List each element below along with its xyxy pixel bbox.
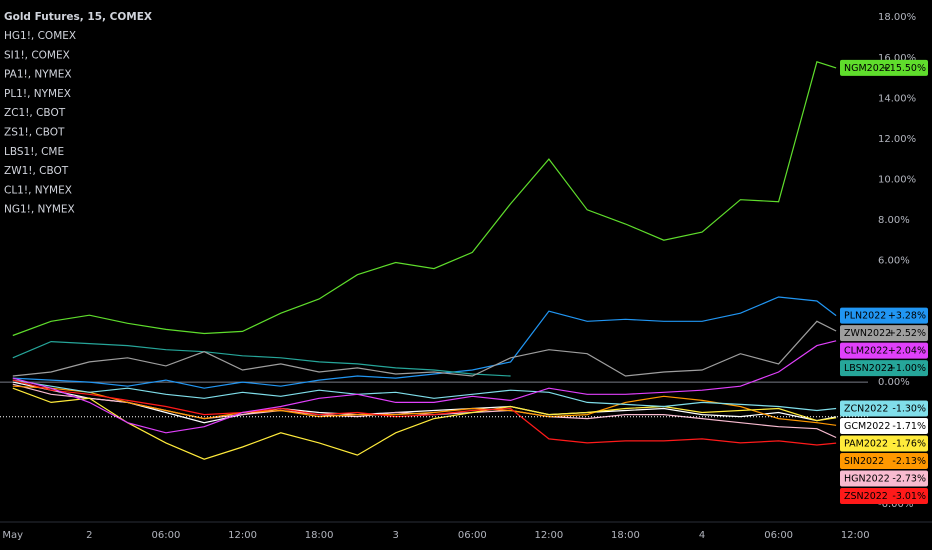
end-tag [840, 417, 928, 434]
end-tag-value: -2.73% [892, 473, 926, 484]
end-tag-name: ZCN2022 [844, 403, 888, 414]
y-tick-label: 10.00% [878, 174, 916, 185]
end-tag [840, 325, 928, 342]
legend-entry: HG1!, COMEX [4, 30, 76, 42]
x-tick-label: 06:00 [152, 530, 181, 541]
series-line [12, 381, 837, 424]
chart-title: Gold Futures, 15, COMEX [4, 11, 152, 23]
y-tick-label: 18.00% [878, 12, 916, 23]
series-line [12, 385, 837, 426]
end-tag-value: +3.28% [888, 311, 926, 322]
legend-entry: NG1!, NYMEX [4, 204, 75, 216]
x-tick-label: May [2, 530, 23, 541]
end-tag [840, 435, 928, 452]
x-tick-label: 12:00 [228, 530, 257, 541]
end-tag [840, 360, 928, 377]
legend-entry: ZC1!, CBOT [4, 107, 66, 119]
end-tag-name: PLN2022 [844, 311, 886, 322]
y-tick-label: -6.00% [878, 499, 913, 510]
legend-entry: ZW1!, CBOT [4, 165, 69, 177]
end-tag-name: HGN2022 [844, 473, 890, 484]
end-tag-name: PAM2022 [844, 438, 888, 449]
end-tag [840, 487, 928, 504]
legend-entry: ZS1!, CBOT [4, 127, 65, 139]
y-tick-label: 8.00% [878, 215, 910, 226]
series-line [12, 387, 837, 460]
end-tag [840, 470, 928, 487]
legend-entry: PL1!, NYMEX [4, 88, 71, 100]
x-tick-label: 06:00 [764, 530, 793, 541]
series-line [12, 296, 837, 389]
series-line [13, 342, 836, 376]
series-line [12, 61, 837, 337]
series-line [12, 379, 837, 412]
end-tag [840, 307, 928, 324]
legend-entry: CL1!, NYMEX [4, 184, 72, 196]
legend-entry: SI1!, COMEX [4, 49, 70, 61]
x-tick-label: 18:00 [305, 530, 334, 541]
y-tick-label: 6.00% [878, 255, 910, 266]
end-tag [840, 342, 928, 359]
end-tag-name: ZWN2022 [844, 328, 891, 339]
end-tag-name: SIN2022 [844, 456, 884, 467]
series-line [12, 340, 837, 434]
end-tag [840, 452, 928, 469]
legend-entry: LBS1!, CME [4, 146, 64, 158]
y-tick-label: 12.00% [878, 134, 916, 145]
end-tag-name: NGM2022 [844, 63, 891, 74]
end-tag [840, 400, 928, 417]
x-tick-label: 18:00 [611, 530, 640, 541]
end-tag-value: +2.04% [888, 346, 926, 357]
x-tick-label: 06:00 [458, 530, 487, 541]
end-tag-value: -2.13% [892, 456, 926, 467]
end-tag-name: GCM2022 [844, 421, 890, 432]
end-tag-name: LBSN2022 [844, 363, 893, 374]
end-tag-value: -1.71% [892, 421, 926, 432]
end-tag-value: +1.00% [888, 363, 926, 374]
x-tick-label: 12:00 [534, 530, 563, 541]
end-tag-value: +2.52% [888, 328, 926, 339]
series-line [12, 379, 837, 446]
x-tick-label: 3 [393, 530, 399, 541]
y-tick-label: 14.00% [878, 93, 916, 104]
end-tag-value: +15.50% [882, 63, 926, 74]
x-tick-label: 2 [86, 530, 92, 541]
legend-entry: PA1!, NYMEX [4, 69, 72, 81]
end-tag-value: -1.76% [892, 438, 926, 449]
x-tick-label: 4 [699, 530, 705, 541]
series-line [12, 320, 837, 377]
y-tick-label: 16.00% [878, 53, 916, 64]
end-tag-value: -1.30% [892, 403, 926, 414]
end-tag-name: ZSN2022 [844, 491, 888, 502]
x-tick-label: 12:00 [841, 530, 870, 541]
y-tick-label: 0.00% [878, 377, 910, 388]
end-tag [840, 59, 928, 76]
end-tag-value: -3.01% [892, 491, 926, 502]
end-tag-name: CLM2022 [844, 346, 888, 357]
